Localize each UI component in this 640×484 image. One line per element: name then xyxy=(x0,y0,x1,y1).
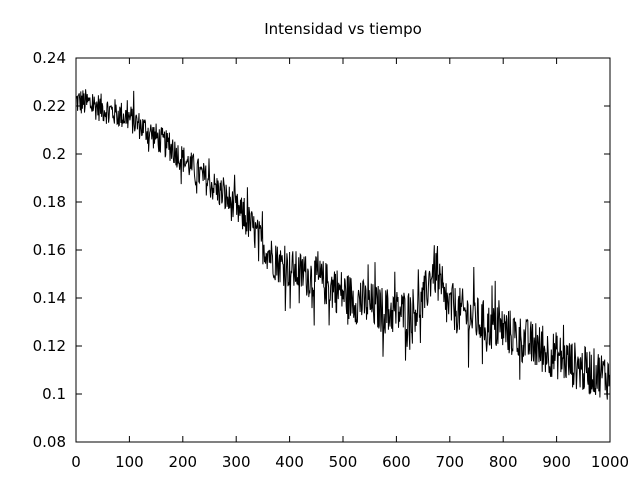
x-tick-label: 1000 xyxy=(591,453,629,471)
x-tick-label: 300 xyxy=(222,453,251,471)
chart-title: Intensidad vs tiempo xyxy=(264,20,422,38)
plot-frame xyxy=(75,57,611,443)
y-tick-label: 0.12 xyxy=(33,337,66,355)
y-tick-label: 0.22 xyxy=(33,97,66,115)
axis-ticks xyxy=(75,57,611,443)
x-tick-label: 0 xyxy=(71,453,81,471)
x-tick-label: 400 xyxy=(275,453,304,471)
y-tick-label: 0.2 xyxy=(42,145,66,163)
y-tick-label: 0.1 xyxy=(42,385,66,403)
y-tick-label: 0.14 xyxy=(33,289,66,307)
x-tick-label: 200 xyxy=(168,453,197,471)
x-tick-label: 700 xyxy=(435,453,464,471)
y-tick-label: 0.16 xyxy=(33,241,66,259)
plot-area xyxy=(75,89,611,400)
x-tick-label: 500 xyxy=(329,453,358,471)
x-tick-label: 900 xyxy=(542,453,571,471)
x-tick-label: 600 xyxy=(382,453,411,471)
y-tick-label: 0.24 xyxy=(33,49,66,67)
series-line xyxy=(75,89,611,400)
y-tick-label: 0.08 xyxy=(33,433,66,451)
x-tick-label: 100 xyxy=(115,453,144,471)
tick-labels: 0 100 200 300 400 500 600 700 800 900 1000 0.08 0.1 0… xyxy=(33,49,630,471)
y-tick-label: 0.18 xyxy=(33,193,66,211)
x-tick-label: 800 xyxy=(489,453,518,471)
